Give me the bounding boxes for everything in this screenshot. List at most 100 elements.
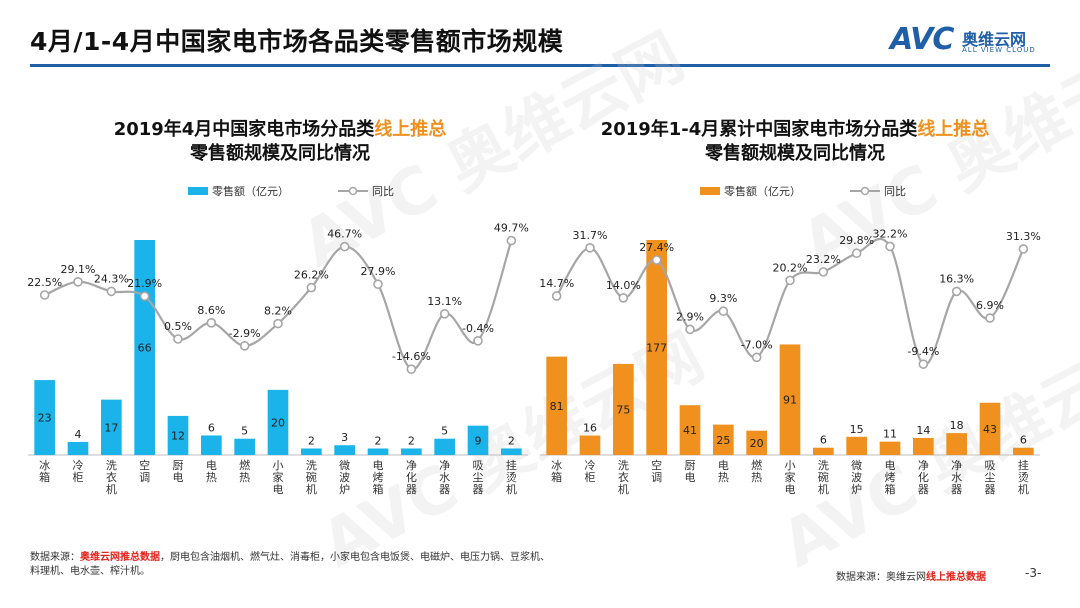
bar: [713, 424, 734, 455]
bar: [267, 389, 289, 455]
category-label: 电烤箱: [373, 459, 384, 496]
yoy-label: 8.2%: [264, 305, 292, 318]
yoy-point: [685, 324, 695, 335]
category-label: 净化器: [406, 458, 417, 496]
yoy-point: [1018, 244, 1029, 254]
yoy-point: [851, 248, 862, 259]
category-label: 小家电: [785, 459, 796, 496]
chart-2: 零售额（亿元） 同比 81 16 75 177 41 25 20 91 6 15 11 14 18 43 6 冰箱…: [539, 184, 1041, 496]
category-label: 洗碗机: [818, 459, 829, 496]
yoy-label: 46.7%: [327, 228, 362, 241]
bar-value-label: 25: [716, 434, 730, 447]
yoy-label: 16.3%: [939, 272, 974, 285]
bar-value-label: 81: [550, 400, 564, 413]
category-label: 电热: [718, 459, 729, 484]
bar: [813, 447, 834, 455]
bar: [101, 399, 122, 455]
bar-value-label: 4: [75, 428, 82, 441]
bar: [579, 435, 601, 455]
brand-logo: AVC 奥维云网 ALL VIEW CLOUD: [890, 22, 1060, 58]
logo-cn-text: 奥维云网: [962, 30, 1027, 49]
bar-value-label: 16: [583, 422, 597, 435]
legend-bar-label: 零售额（亿元）: [724, 184, 801, 198]
category-label: 燃热: [751, 458, 762, 484]
footnote-right-prefix: 数据来源：奥维云网: [836, 572, 926, 583]
bar-value-label: 41: [683, 424, 697, 437]
yoy-label: 29.1%: [61, 263, 96, 276]
chart-1-title-line2: 零售额规模及同比情况: [190, 143, 370, 164]
yoy-label: 9.3%: [709, 292, 737, 305]
category-label: 净水器: [439, 458, 450, 496]
yoy-label: 6.9%: [976, 299, 1004, 312]
yoy-point: [206, 318, 217, 328]
yoy-label: 23.2%: [806, 253, 841, 266]
bar-value-label: 12: [171, 429, 185, 442]
chart-1-title: 2019年4月中国家电市场分品类线上推总 零售额规模及同比情况: [20, 118, 540, 166]
yoy-point: [818, 267, 829, 277]
yoy-label: 21.9%: [127, 277, 162, 290]
category-label: 洗碗机: [306, 459, 317, 496]
category-label: 空调: [139, 458, 150, 484]
yoy-point: [373, 279, 383, 289]
category-label: 厨电: [173, 459, 184, 484]
category-label: 冰箱: [551, 459, 562, 484]
bar-value-label: 17: [104, 421, 118, 434]
chart-2-title-highlight: 线上推总: [917, 119, 990, 140]
yoy-label: 24.3%: [94, 272, 129, 285]
bar: [746, 430, 767, 455]
yoy-label: 8.6%: [197, 304, 225, 317]
category-label: 冷柜: [73, 459, 84, 484]
bar: [467, 425, 489, 455]
legend-line-label: 同比: [884, 185, 906, 198]
bar-value-label: 14: [916, 424, 930, 437]
yoy-point: [985, 313, 995, 323]
yoy-point: [239, 341, 250, 351]
category-label: 冷柜: [585, 459, 596, 484]
yoy-point: [506, 235, 517, 246]
yoy-point: [651, 255, 662, 265]
bar-value-label: 43: [983, 423, 997, 436]
yoy-point: [885, 241, 895, 252]
yoy-point: [718, 306, 729, 317]
bar-value-label: 177: [646, 342, 667, 355]
yoy-label: -7.0%: [741, 338, 773, 351]
title-rule: [30, 64, 1050, 67]
bar-value-label: 6: [208, 421, 215, 434]
yoy-label: 13.1%: [427, 295, 462, 308]
yoy-label: -2.9%: [229, 327, 261, 340]
category-label: 洗衣机: [106, 459, 117, 496]
yoy-point: [39, 290, 50, 300]
yoy-label: 31.3%: [1006, 230, 1041, 243]
legend-bar-swatch: [700, 187, 720, 195]
category-label: 厨电: [685, 459, 696, 484]
chart-2-title-main: 2019年1-4月累计中国家电市场分品类: [600, 119, 918, 140]
legend-bar-swatch: [188, 187, 208, 195]
chart-1-title-main: 2019年4月中国家电市场分品类: [113, 119, 375, 140]
page-title: 4月/1-4月中国家电市场各品类零售额市场规模: [30, 27, 564, 56]
yoy-point: [918, 359, 929, 369]
yoy-label: -14.6%: [392, 350, 431, 363]
category-label: 电热: [206, 459, 217, 484]
legend-line-marker: [860, 186, 870, 196]
bar: [201, 435, 222, 455]
bar: [301, 448, 322, 455]
yoy-point: [439, 309, 450, 319]
category-label: 空调: [651, 458, 662, 484]
bar-value-label: 20: [271, 416, 285, 429]
yoy-point: [406, 364, 417, 374]
bar-value-label: 2: [408, 434, 415, 447]
bar-value-label: 9: [475, 434, 482, 447]
bar: [1013, 447, 1034, 455]
yoy-label: 14.0%: [606, 279, 641, 292]
category-label: 电烤箱: [885, 459, 896, 496]
yoy-label: -0.4%: [462, 322, 494, 335]
yoy-label: 27.9%: [361, 265, 396, 278]
footnote-left-source: 奥维云网推总数据: [80, 552, 160, 563]
yoy-point: [951, 286, 962, 297]
bar: [979, 402, 1001, 455]
bar-value-label: 11: [883, 428, 897, 441]
bar: [879, 441, 901, 455]
yoy-point: [106, 286, 117, 297]
bar: [334, 445, 355, 455]
